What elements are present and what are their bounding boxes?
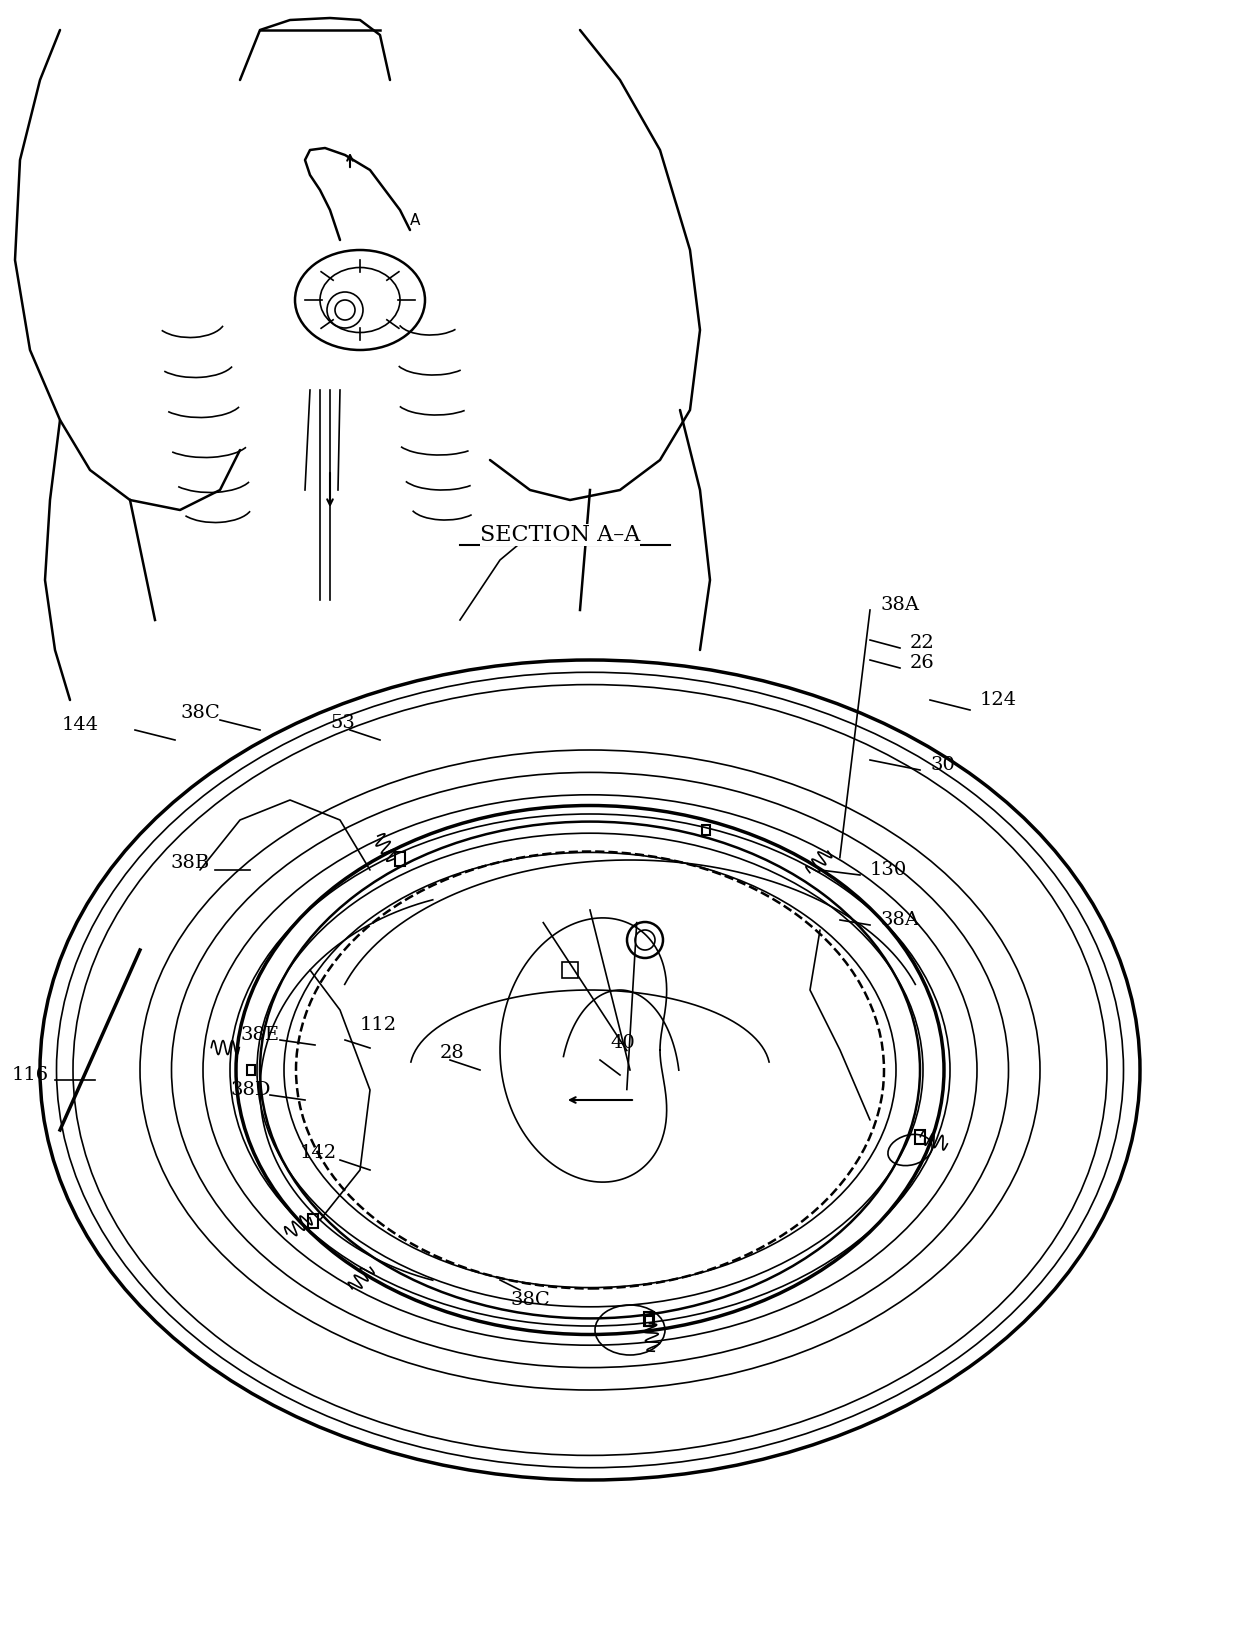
Text: 144: 144 <box>62 717 98 735</box>
Text: 38A: 38A <box>880 911 919 930</box>
Text: 22: 22 <box>910 634 935 652</box>
Text: 30: 30 <box>930 756 955 774</box>
Text: 38B: 38B <box>170 854 210 872</box>
Text: 124: 124 <box>980 692 1017 708</box>
Text: 53: 53 <box>330 713 355 731</box>
Text: 26: 26 <box>910 654 935 672</box>
Text: 116: 116 <box>11 1067 48 1085</box>
Text: A: A <box>409 213 420 228</box>
Text: 38A: 38A <box>880 596 919 614</box>
Text: 142: 142 <box>300 1144 337 1162</box>
Text: 112: 112 <box>360 1015 397 1034</box>
Text: 130: 130 <box>870 862 908 878</box>
Text: 38C: 38C <box>510 1291 549 1309</box>
Text: 38E: 38E <box>241 1025 279 1043</box>
Text: 38C: 38C <box>180 703 219 721</box>
Text: SECTION A–A: SECTION A–A <box>480 523 640 546</box>
Text: 40: 40 <box>610 1034 635 1052</box>
Text: 38D: 38D <box>229 1081 270 1100</box>
Text: 28: 28 <box>440 1043 465 1062</box>
